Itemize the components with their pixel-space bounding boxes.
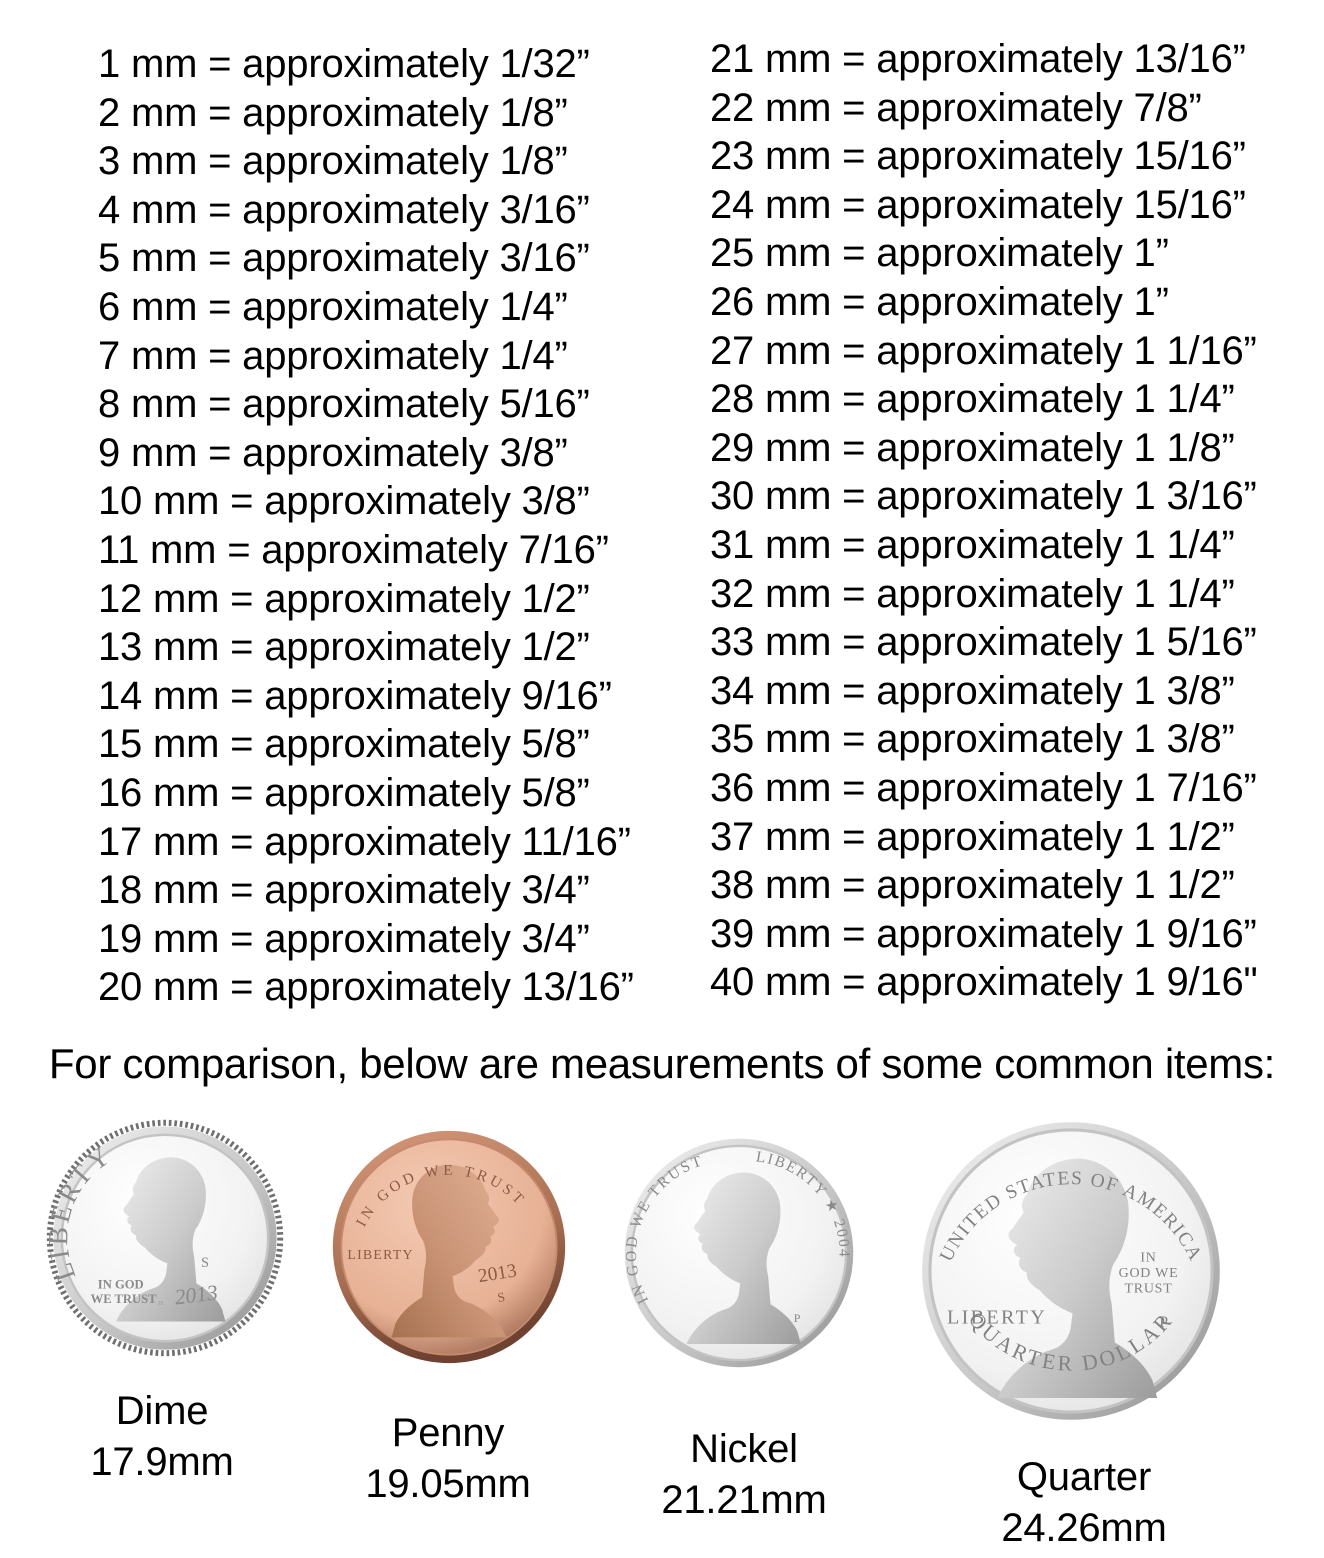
nickel-size: 21.21mm	[661, 1478, 827, 1522]
dime-mintmark: S	[201, 1255, 209, 1271]
penny-coin-image: IN GOD WE TRUST LIBERTY 2013 S	[328, 1126, 570, 1373]
penny-name: Penny	[391, 1411, 505, 1455]
conversion-row: 34 mm = approximately 1 3/8”	[710, 668, 1235, 713]
conversion-row: 26 mm = approximately 1”	[710, 279, 1169, 324]
conversion-row: 6 mm = approximately 1/4”	[98, 284, 568, 329]
quarter-coin-image: UNITED STATES OF AMERICA LIBERTY IN GOD …	[916, 1116, 1226, 1431]
conversion-row: 5 mm = approximately 3/16”	[98, 236, 590, 281]
conversion-row: 39 mm = approximately 1 9/16”	[710, 911, 1257, 956]
nickel-label: Nickel 21.21mm	[620, 1424, 868, 1526]
quarter-motto-line2: GOD WE	[1119, 1266, 1179, 1281]
conversion-row: 4 mm = approximately 3/16”	[98, 187, 590, 232]
conversion-row: 23 mm = approximately 15/16”	[710, 134, 1246, 179]
conversion-row: 14 mm = approximately 9/16”	[98, 673, 612, 718]
conversion-table-left-column: 1 mm = approximately 1/32” 2 mm = approxi…	[98, 40, 634, 1012]
nickel-mintmark: P	[794, 1311, 801, 1325]
dime-reeded-edge	[46, 1119, 284, 1357]
conversion-row: 15 mm = approximately 5/8”	[98, 722, 590, 767]
conversion-table-right-column: 21 mm = approximately 13/16” 22 mm = appr…	[710, 35, 1258, 1007]
conversion-row: 11 mm = approximately 7/16”	[98, 527, 609, 572]
conversion-row: 25 mm = approximately 1”	[710, 231, 1169, 276]
quarter-motto-line1: IN	[1140, 1251, 1156, 1266]
conversion-row: 24 mm = approximately 15/16”	[710, 182, 1246, 227]
conversion-row: 33 mm = approximately 1 5/16”	[710, 620, 1257, 665]
penny-size: 19.05mm	[365, 1462, 531, 1506]
comparison-title: For comparison, below are measurements o…	[48, 1040, 1276, 1087]
conversion-row: 28 mm = approximately 1 1/4”	[710, 377, 1235, 422]
conversion-row: 20 mm = approximately 13/16”	[98, 965, 634, 1010]
quarter-name: Quarter	[1016, 1455, 1152, 1499]
conversion-row: 27 mm = approximately 1 1/16”	[710, 328, 1257, 373]
conversion-row: 35 mm = approximately 1 3/8”	[710, 717, 1235, 762]
conversion-row: 31 mm = approximately 1 1/4”	[710, 522, 1235, 567]
conversion-row: 1 mm = approximately 1/32”	[98, 42, 590, 86]
conversion-row: 13 mm = approximately 1/2”	[98, 625, 590, 670]
quarter-liberty-text: LIBERTY	[947, 1307, 1047, 1329]
conversion-row: 37 mm = approximately 1 1/2”	[710, 814, 1235, 859]
conversion-row: 22 mm = approximately 7/8”	[710, 85, 1202, 130]
conversion-row: 9 mm = approximately 3/8”	[98, 430, 568, 475]
conversion-row: 12 mm = approximately 1/2”	[98, 576, 590, 621]
conversion-row: 2 mm = approximately 1/8”	[98, 90, 568, 135]
dime-size: 17.9mm	[90, 1440, 234, 1484]
quarter-mintmark: P	[1159, 1314, 1168, 1331]
quarter-label: Quarter 24.26mm	[948, 1452, 1220, 1554]
dime-name: Dime	[115, 1389, 209, 1433]
conversion-row: 18 mm = approximately 3/4”	[98, 868, 590, 913]
conversion-row: 36 mm = approximately 1 7/16”	[710, 765, 1257, 810]
conversion-row: 21 mm = approximately 13/16”	[710, 37, 1246, 81]
dime-label: Dime 17.9mm	[37, 1386, 287, 1488]
conversion-row: 8 mm = approximately 5/16”	[98, 382, 590, 427]
dime-designer-initials: JS	[158, 1301, 164, 1307]
quarter-size: 24.26mm	[1001, 1506, 1167, 1550]
quarter-motto-line3: TRUST	[1124, 1282, 1172, 1297]
conversion-row: 38 mm = approximately 1 1/2”	[710, 863, 1235, 908]
conversion-row: 30 mm = approximately 1 3/16”	[710, 474, 1257, 519]
conversion-row: 32 mm = approximately 1 1/4”	[710, 571, 1235, 616]
penny-label: Penny 19.05mm	[323, 1408, 573, 1510]
dime-date: 2013	[173, 1280, 219, 1309]
conversion-row: 19 mm = approximately 3/4”	[98, 916, 590, 961]
conversion-row: 16 mm = approximately 5/8”	[98, 770, 590, 815]
conversion-row: 40 mm = approximately 1 9/16"	[710, 960, 1258, 1005]
conversion-row: 29 mm = approximately 1 1/8”	[710, 425, 1235, 470]
conversion-row: 17 mm = approximately 11/16”	[98, 819, 631, 864]
nickel-coin-image: IN GOD WE TRUST LIBERTY ★ 2004 P	[620, 1134, 858, 1377]
conversion-row: 10 mm = approximately 3/8”	[98, 479, 590, 524]
penny-mintmark: S	[496, 1289, 506, 1305]
dime-coin-image: LIBERTY IN GOD WE TRUST JS 2013 S	[42, 1118, 285, 1363]
dime-motto-line1: IN GOD	[98, 1277, 144, 1291]
penny-liberty-text: LIBERTY	[347, 1248, 413, 1263]
conversion-row: 3 mm = approximately 1/8”	[98, 139, 568, 184]
dime-motto-line2: WE TRUST	[91, 1292, 158, 1306]
nickel-name: Nickel	[690, 1427, 798, 1471]
conversion-row: 7 mm = approximately 1/4”	[98, 333, 568, 378]
